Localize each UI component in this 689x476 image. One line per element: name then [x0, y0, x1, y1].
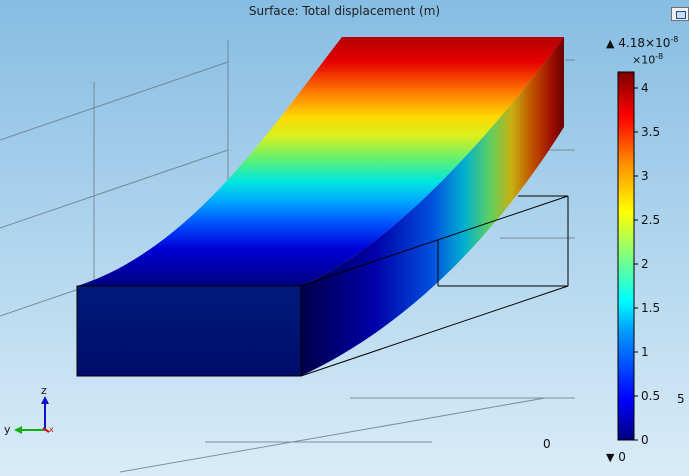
beam-top-surface — [77, 37, 564, 286]
axis-triad: z y x — [4, 384, 54, 436]
legend-multiplier: ×10-8 — [632, 52, 663, 67]
legend-tick: 1 — [641, 345, 649, 359]
beam-side-face — [301, 37, 564, 376]
color-legend-bar — [617, 71, 635, 441]
z-axis-arrow — [41, 396, 49, 404]
legend-multiplier-base: ×10 — [632, 53, 656, 67]
z-axis-label: z — [41, 384, 47, 397]
beam-front-face — [76, 285, 302, 377]
legend-tick: 3 — [641, 169, 649, 183]
triangle-down-icon: ▼ — [606, 451, 615, 464]
legend-min-label: ▼ 0 — [606, 450, 626, 464]
floor-axis-label: 0 — [543, 437, 551, 451]
legend-tick: 0 — [641, 433, 649, 447]
legend-tick: 3.5 — [641, 125, 661, 139]
plot-title: Surface: Total displacement (m) — [248, 4, 441, 18]
legend-max-label: ▲ 4.18×10-8 — [606, 35, 678, 50]
legend-tick-marks — [634, 87, 638, 441]
legend-multiplier-exponent: -8 — [655, 52, 664, 61]
legend-tick: 0.5 — [641, 389, 661, 403]
legend-tick: 1.5 — [641, 301, 661, 315]
y-axis-label: y — [4, 423, 11, 436]
window-icon[interactable] — [671, 7, 689, 21]
legend-tick: 4 — [641, 81, 649, 95]
undeformed-outline — [300, 195, 569, 377]
edge-axis-label: 5 — [677, 392, 685, 406]
legend-tick: 2.5 — [641, 213, 661, 227]
x-axis-label: x — [49, 425, 54, 434]
legend-min-value: 0 — [618, 450, 626, 464]
x-axis-line — [42, 427, 50, 433]
legend-max-exponent: -8 — [670, 35, 679, 44]
y-axis-arrow — [14, 426, 22, 434]
legend-max-value: 4.18×10 — [618, 36, 671, 50]
triangle-up-icon: ▲ — [606, 37, 615, 50]
legend-tick: 2 — [641, 257, 649, 271]
